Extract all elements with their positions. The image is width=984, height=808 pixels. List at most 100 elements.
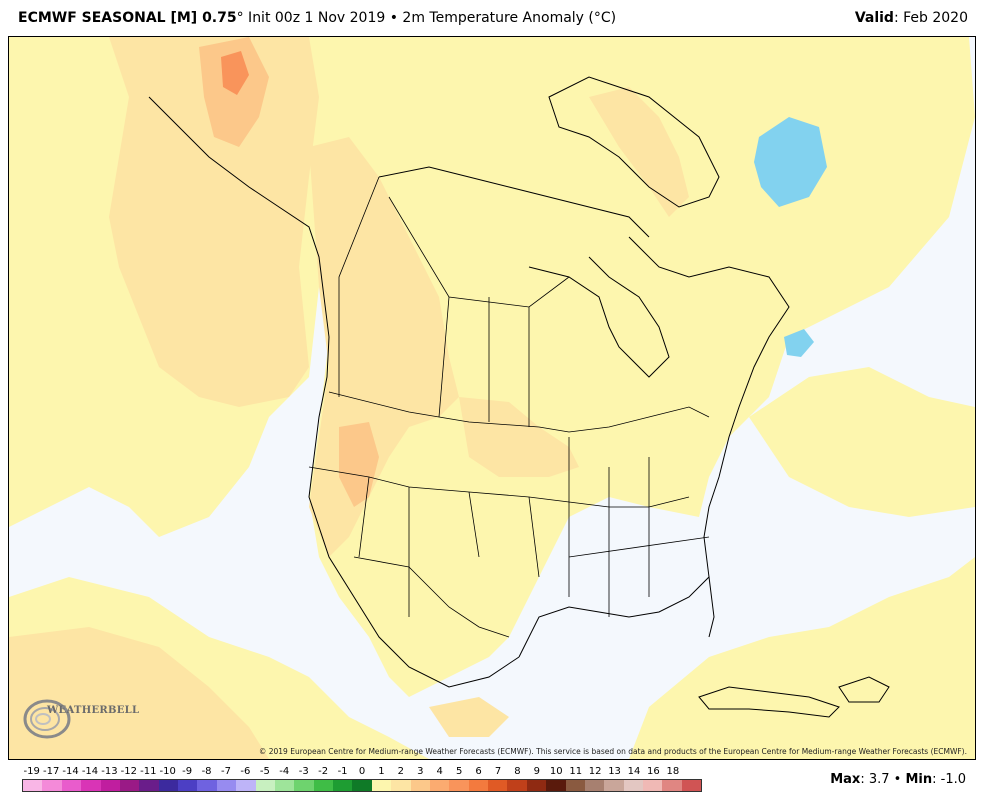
- colorbar-tick-label: -10: [159, 766, 176, 777]
- colorbar-tick-label: -1: [337, 766, 348, 777]
- anomaly-3-4-core: [221, 51, 249, 95]
- colorbar-cell: [119, 780, 140, 791]
- colorbar-tick-label: -9: [182, 766, 193, 777]
- colorbar-tick-label: -13: [101, 766, 118, 777]
- colorbar-tick-label: 16: [647, 766, 660, 777]
- max-value: : 3.7: [860, 772, 890, 787]
- colorbar-cell: [42, 780, 62, 791]
- colorbar-cell: [662, 780, 682, 791]
- colorbar-tick-label: -2: [318, 766, 329, 777]
- map-header: ECMWF SEASONAL [M] 0.75° Init 00z 1 Nov …: [0, 0, 984, 36]
- colorbar-tick-label: -8: [201, 766, 212, 777]
- max-min-stats: Max: 3.7 • Min: -1.0: [830, 772, 966, 787]
- coastline-gulf: [518, 575, 715, 658]
- colorbar-cell: [565, 780, 585, 791]
- colorbar-cell: [391, 780, 411, 791]
- colorbar-cell: [197, 780, 217, 791]
- colorbar-tick-label: -6: [240, 766, 251, 777]
- colorbar-cell: [61, 780, 82, 791]
- colorbar-cell: [643, 780, 663, 791]
- coastline-west: [148, 96, 520, 688]
- anomaly-field-atlantic: [749, 367, 975, 517]
- anomaly-map-canvas: [9, 37, 975, 759]
- colorbar-tick-label: 9: [533, 766, 541, 777]
- valid-value: : Feb 2020: [893, 10, 968, 26]
- colorbar-cell: [274, 780, 295, 791]
- colorbar: [22, 779, 702, 792]
- border-provinces: [338, 176, 570, 427]
- max-label: Max: [830, 772, 861, 787]
- colorbar-cell: [255, 780, 275, 791]
- colorbar-tick-label: -7: [221, 766, 231, 777]
- colorbar-tick-label: 12: [588, 766, 602, 777]
- colorbar-cell: [468, 780, 488, 791]
- colorbar-tick-label: 2: [397, 766, 405, 777]
- anomaly-1-2-greenland: [589, 87, 689, 217]
- colorbar-cell: [294, 780, 314, 791]
- border-us-mexico: [353, 556, 510, 638]
- anomaly-neg-atlantic: [784, 329, 814, 357]
- colorbar-tick-label: -17: [42, 766, 60, 777]
- colorbar-tick-label: -14: [81, 766, 99, 777]
- colorbar-cell: [449, 780, 469, 791]
- colorbar-cell: [410, 780, 430, 791]
- colorbar-cell: [313, 780, 333, 791]
- colorbar-cell: [352, 780, 372, 791]
- anomaly-1-2-alaska: [109, 37, 319, 407]
- anomaly-neg-greenland: [754, 117, 827, 207]
- map-title: ECMWF SEASONAL [M] 0.75° Init 00z 1 Nov …: [18, 10, 616, 26]
- colorbar-tick-label: 14: [627, 766, 641, 777]
- colorbar-cell: [604, 780, 624, 791]
- colorbar-tick-label: -11: [140, 766, 157, 777]
- copyright-notice: © 2019 European Centre for Medium-range …: [258, 747, 967, 756]
- colorbar-tick-label: -3: [298, 766, 309, 777]
- colorbar-cell: [584, 780, 605, 791]
- colorbar-cell: [488, 780, 508, 791]
- colorbar-cell: [23, 780, 43, 791]
- weatherbell-logo: WEATHERBELL: [21, 693, 139, 743]
- colorbar-tick-label: 6: [475, 766, 482, 777]
- colorbar-cell: [623, 780, 643, 791]
- colorbar-tick-label: -14: [62, 766, 79, 777]
- coastline-greenland: [548, 76, 720, 208]
- colorbar-tick-label: -5: [259, 766, 270, 777]
- colorbar-tick-label: 1: [378, 766, 385, 777]
- colorbar-cell: [333, 780, 353, 791]
- colorbar-cell: [139, 780, 159, 791]
- anomaly-map: WEATHERBELL © 2019 European Centre for M…: [8, 36, 976, 760]
- map-title-bold: ECMWF SEASONAL [M] 0.75: [18, 10, 237, 26]
- colorbar-cell: [507, 780, 527, 791]
- colorbar-cell: [158, 780, 178, 791]
- colorbar-tick-label: 4: [436, 766, 443, 777]
- border-states-east: [568, 437, 710, 617]
- colorbar-tick-label: -4: [279, 766, 290, 777]
- weatherbell-logo-text: WEATHERBELL: [47, 705, 140, 716]
- border-states-west: [308, 466, 570, 617]
- colorbar-tick-label: 0: [358, 766, 366, 777]
- anomaly-1-2-mexico: [429, 697, 509, 737]
- colorbar-cell: [178, 780, 198, 791]
- colorbar-tick-label: 5: [455, 766, 463, 777]
- colorbar-tick-label: 3: [417, 766, 424, 777]
- weatherbell-swirl-icon: [23, 699, 71, 739]
- coastline-arctic: [378, 166, 650, 238]
- colorbar-cell: [236, 780, 256, 791]
- coastline-hudson-bay: [528, 256, 670, 378]
- coastline-cuba: [698, 686, 840, 718]
- anomaly-1-2-se-pacific: [9, 627, 269, 759]
- colorbar-cell: [429, 780, 450, 791]
- min-label: Min: [905, 772, 933, 787]
- colorbar-tick-label: 18: [666, 766, 680, 777]
- border-us-canada: [328, 391, 710, 433]
- anomaly-2-3-rockies: [339, 422, 379, 507]
- valid-date: Valid: Feb 2020: [855, 10, 968, 26]
- colorbar-tick-label: 11: [569, 766, 583, 777]
- stats-separator: •: [889, 772, 906, 787]
- colorbar-tick-label: -19: [23, 766, 40, 777]
- colorbar-cell: [526, 780, 547, 791]
- colorbar-cell: [81, 780, 101, 791]
- coastline-hispaniola: [838, 676, 890, 703]
- colorbar-cell: [546, 780, 566, 791]
- valid-label: Valid: [854, 10, 894, 26]
- colorbar-tick-label: 7: [494, 766, 502, 777]
